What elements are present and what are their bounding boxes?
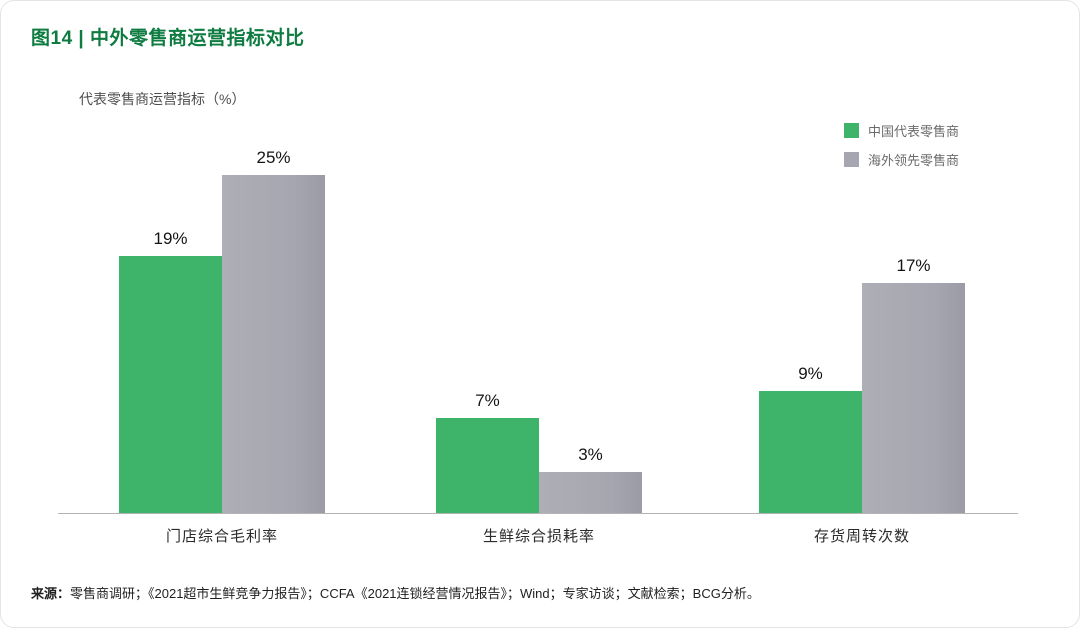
bar-group: 7% 3% [436,391,642,513]
bar-overseas-retailer [222,175,325,513]
bar-china-retailer [119,256,222,513]
source-text: 零售商调研；《2021超市生鲜竞争力报告》；CCFA《2021连锁经营情况报告》… [70,586,760,601]
source-note: 来源：零售商调研；《2021超市生鲜竞争力报告》；CCFA《2021连锁经营情况… [31,583,1049,602]
category-label: 存货周转次数 [813,528,910,545]
category-labels: 门店综合毛利率 生鲜综合损耗率 存货周转次数 [1,525,1080,549]
bar-value-label: 25% [256,148,291,167]
bar-column: 3% [539,445,642,513]
bar-value-label: 9% [798,364,823,383]
legend-label: 海外领先零售商 [868,153,960,168]
bar-column: 9% [759,364,862,513]
bar-overseas-retailer [862,283,965,513]
bar-column: 7% [436,391,539,513]
bar-value-label: 19% [153,229,188,248]
bar-group: 9% 17% [759,256,965,513]
source-label: 来源： [31,586,71,601]
bar-china-retailer [436,418,539,513]
bar-value-label: 17% [896,256,931,275]
bar-column: 19% [119,229,222,513]
bar-column: 17% [862,256,965,513]
category-label: 生鲜综合损耗率 [482,528,595,545]
legend-item-overseas: 海外领先零售商 [844,150,959,169]
bar-group: 19% 25% [119,148,325,513]
legend-swatch-gray [844,152,859,167]
x-axis-line [58,513,1018,514]
legend: 中国代表零售商 海外领先零售商 [844,121,959,169]
bar-column: 25% [222,148,325,513]
bar-overseas-retailer [539,472,642,513]
plot-area: 19% 25% 7% 3% 9% 17% [1,1,1080,514]
y-axis-label: 代表零售商运营指标（%） [79,91,246,107]
legend-swatch-green [844,123,859,138]
bar-china-retailer [759,391,862,513]
bar-value-label: 3% [578,445,603,464]
category-label: 门店综合毛利率 [165,528,278,545]
legend-item-china: 中国代表零售商 [844,121,959,140]
bar-value-label: 7% [475,391,500,410]
page-title: 图14 | 中外零售商运营指标对比 [31,28,305,49]
legend-label: 中国代表零售商 [868,124,960,139]
